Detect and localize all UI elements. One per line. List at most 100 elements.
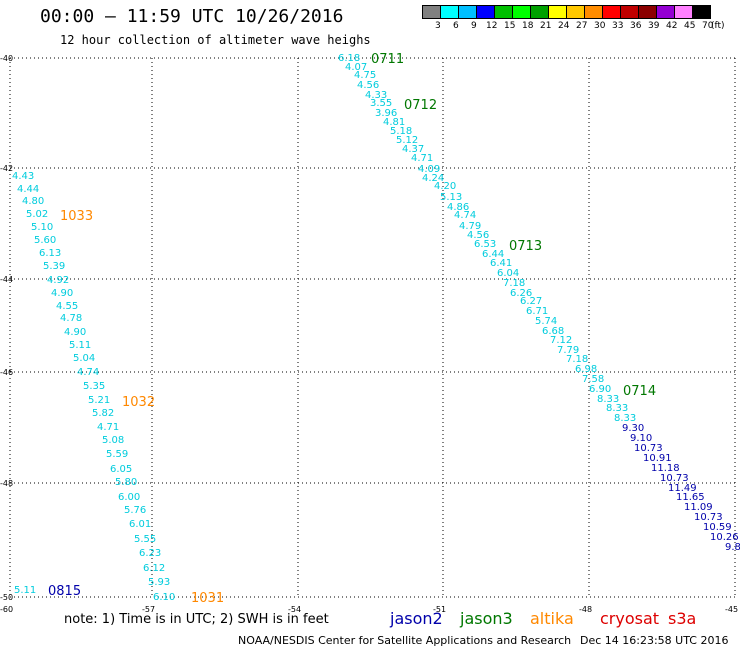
- swh-value: 4.90: [64, 327, 86, 338]
- pass-time-label: 0712: [404, 98, 437, 113]
- swh-value: 6.05: [110, 464, 132, 475]
- swh-value: 10.26: [710, 532, 739, 543]
- lon-label: -48: [579, 605, 592, 614]
- mission-s3a: s3a: [668, 609, 697, 628]
- swh-value: 5.74: [535, 316, 557, 327]
- swh-value: 10.73: [660, 473, 689, 484]
- swh-value: 6.27: [520, 296, 542, 307]
- swh-value: 11.65: [676, 492, 705, 503]
- mission-cryosat: cryosat: [600, 609, 660, 628]
- swh-value: 3.96: [375, 108, 397, 119]
- map-title: 00:00 – 11:59 UTC 10/26/2016: [40, 6, 344, 27]
- swh-value: 7.18: [503, 278, 525, 289]
- swh-value: 4.71: [97, 422, 119, 433]
- lat-label: -42: [0, 164, 13, 173]
- swh-value: 6.98: [575, 364, 597, 375]
- lat-label: -46: [0, 368, 13, 377]
- swh-value: 8.33: [614, 413, 636, 424]
- swh-value: 4.07: [345, 62, 367, 73]
- swh-value: 6.13: [39, 248, 61, 259]
- swh-value: 4.80: [22, 196, 44, 207]
- swh-value: 4.92: [47, 275, 69, 286]
- swh-value: 10.59: [703, 522, 732, 533]
- swh-value: 4.90: [51, 288, 73, 299]
- swh-value: 8.33: [606, 403, 628, 414]
- swh-value: 6.01: [129, 519, 151, 530]
- swh-value: 4.33: [365, 90, 387, 101]
- swh-value: 5.04: [73, 353, 95, 364]
- swh-value: 4.74: [77, 367, 99, 378]
- swh-value: 6.44: [482, 249, 504, 260]
- swh-value: 5.35: [83, 381, 105, 392]
- swh-value: 6.04: [497, 268, 519, 279]
- map-subtitle: 12 hour collection of altimeter wave hei…: [60, 33, 371, 47]
- swh-value: 5.93: [148, 577, 170, 588]
- colorbar-label: 6: [453, 21, 459, 31]
- swh-value: 6.53: [474, 239, 496, 250]
- swh-value: 4.79: [459, 221, 481, 232]
- swh-value: 4.81: [383, 117, 405, 128]
- swh-value: 5.02: [26, 209, 48, 220]
- swh-value: 6.12: [143, 563, 165, 574]
- swh-value: 5.12: [396, 135, 418, 146]
- colorbar-swatch: [692, 5, 711, 19]
- colorbar-label: 15: [504, 21, 516, 31]
- swh-value: 4.55: [56, 301, 78, 312]
- colorbar-label: 30: [594, 21, 606, 31]
- swh-value: 8.33: [597, 394, 619, 405]
- swh-value: 6.10: [153, 592, 175, 603]
- swh-value: 10.73: [694, 512, 723, 523]
- swh-value: 4.24: [422, 173, 444, 184]
- swh-value: 5.80: [115, 477, 137, 488]
- pass-time-label: 1033: [60, 209, 93, 224]
- footer-timestamp: Dec 14 16:23:58 UTC 2016: [580, 634, 729, 647]
- swh-value: 5.21: [88, 395, 110, 406]
- swh-value: 4.37: [402, 144, 424, 155]
- swh-value: 6.23: [139, 548, 161, 559]
- lon-label: -60: [0, 605, 13, 614]
- swh-value: 5.13: [440, 192, 462, 203]
- swh-value: 6.26: [510, 288, 532, 299]
- swh-value: 5.08: [102, 435, 124, 446]
- swh-value: 4.71: [411, 153, 433, 164]
- mission-altika: altika: [530, 609, 574, 628]
- swh-value: 3.55: [370, 98, 392, 109]
- lat-label: -40: [0, 54, 13, 63]
- swh-value: 5.18: [390, 126, 412, 137]
- colorbar-label: 39: [648, 21, 660, 31]
- mission-jason3: jason3: [460, 609, 513, 628]
- swh-value: 4.75: [354, 70, 376, 81]
- mission-jason2: jason2: [390, 609, 443, 628]
- swh-value: 5.55: [134, 534, 156, 545]
- swh-value: 9.30: [622, 423, 644, 434]
- swh-value: 4.44: [17, 184, 39, 195]
- swh-value: 6.41: [490, 258, 512, 269]
- swh-value: 6.68: [542, 326, 564, 337]
- lon-label: -57: [142, 605, 155, 614]
- pass-time-labels: 0711 0712 0713 0714 1033 1032 1031 0815: [48, 52, 656, 606]
- swh-value: 4.74: [454, 210, 476, 221]
- swh-value: 9.10: [630, 433, 652, 444]
- swh-value: 5.10: [31, 222, 53, 233]
- lon-label: -54: [288, 605, 301, 614]
- swh-value: 4.86: [447, 202, 469, 213]
- colorbar-label: 18: [522, 21, 534, 31]
- swh-value: 11.18: [651, 463, 680, 474]
- swh-value: 11.09: [684, 502, 713, 513]
- pass-time-label: 0713: [509, 239, 542, 254]
- swh-value: 5.59: [106, 449, 128, 460]
- swh-value: 5.11: [69, 340, 91, 351]
- swh-value: 4.56: [467, 230, 489, 241]
- swh-value: 5.11: [14, 585, 36, 596]
- pass-time-label: 0711: [371, 52, 404, 67]
- swh-value: 4.09: [418, 164, 440, 175]
- lon-label: -45: [725, 605, 738, 614]
- colorbar-label: 45: [684, 21, 696, 31]
- lat-lon-grid: [9, 57, 736, 598]
- colorbar-label: 27: [576, 21, 588, 31]
- lon-label: -51: [433, 605, 446, 614]
- swh-value: 5.60: [34, 235, 56, 246]
- swh-value: 7.18: [566, 354, 588, 365]
- swh-value: 5.82: [92, 408, 114, 419]
